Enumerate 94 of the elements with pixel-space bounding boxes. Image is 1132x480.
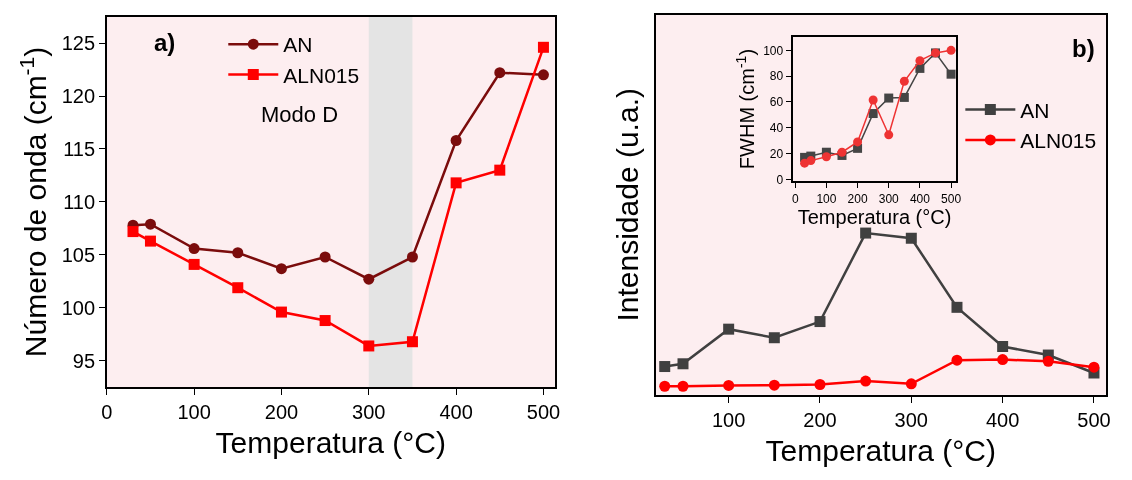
point: [997, 340, 1009, 352]
point: [677, 380, 689, 392]
point: [275, 306, 287, 318]
point: [860, 375, 872, 387]
legend-label: AN: [283, 33, 313, 57]
point: [659, 380, 671, 392]
y-tick-label: 110: [63, 190, 96, 213]
point: [806, 156, 816, 166]
legend-label: ALN015: [1020, 129, 1097, 153]
point: [905, 378, 917, 390]
text: b): [1072, 35, 1095, 62]
point: [494, 67, 506, 79]
x-tick-label: 300: [352, 401, 386, 424]
point: [997, 354, 1009, 366]
y-axis-title: Intensidade (u.a.): [611, 88, 645, 322]
y-tick-label: 95: [72, 349, 96, 372]
point: [677, 358, 689, 370]
point: [814, 378, 826, 390]
point: [915, 56, 925, 66]
x-tick-label: 300: [894, 408, 928, 431]
point: [188, 258, 200, 270]
legend-label: AN: [1020, 98, 1050, 122]
point: [868, 95, 878, 105]
point: [144, 218, 156, 230]
point: [537, 41, 549, 53]
point: [188, 243, 200, 255]
point: [884, 130, 894, 140]
point: [853, 137, 863, 147]
x-tick-label: 100: [816, 191, 837, 206]
y-tick-label: 80: [769, 69, 784, 84]
point: [868, 109, 878, 119]
y-tick-label: 20: [769, 146, 784, 161]
point: [144, 235, 156, 247]
point: [537, 69, 549, 81]
x-tick-label: 0: [791, 191, 799, 206]
point: [232, 247, 244, 259]
x-tick-label: 200: [264, 401, 299, 424]
point: [899, 76, 909, 86]
annotation: a): [154, 29, 176, 56]
x-tick-label: 0: [101, 401, 113, 424]
x-tick-label: 500: [941, 191, 962, 206]
x-tick-label: 300: [878, 191, 900, 206]
x-tick-label: 400: [439, 401, 473, 424]
x-tick-label: 100: [711, 408, 746, 431]
point: [450, 177, 462, 189]
y-tick-label: 0: [776, 172, 784, 187]
y-tick-label: 125: [61, 32, 96, 55]
y-tick-label: 40: [769, 120, 784, 135]
x-tick-label: 400: [985, 408, 1020, 431]
legend-label: ALN015: [283, 63, 360, 87]
x-tick-label: 500: [526, 401, 561, 424]
point: [232, 282, 244, 294]
x-tick-label: 200: [803, 408, 837, 431]
annotation: Modo D: [261, 102, 339, 127]
point: [951, 354, 963, 366]
x-axis-title: Temperatura (°C): [797, 205, 952, 228]
point: [275, 263, 287, 275]
point: [905, 232, 917, 244]
point: [723, 323, 735, 335]
point: [768, 379, 780, 391]
point: [127, 226, 139, 238]
point: [884, 93, 894, 103]
x-axis-title: Temperatura (°C): [765, 433, 996, 467]
x-tick-label: 100: [177, 401, 211, 424]
point: [951, 301, 963, 313]
point: [768, 332, 780, 344]
point: [899, 92, 909, 102]
point: [723, 379, 735, 391]
x-tick-label: 500: [1077, 408, 1111, 431]
y-tick-label: 100: [763, 43, 784, 58]
point: [319, 315, 331, 327]
y-tick-label: 115: [63, 137, 96, 160]
point: [363, 340, 375, 352]
point: [946, 69, 956, 79]
point: [1088, 361, 1100, 373]
point: [363, 273, 375, 285]
x-tick-label: 200: [847, 191, 868, 206]
point: [406, 251, 418, 263]
y-tick-label: 60: [769, 95, 784, 110]
point: [821, 152, 831, 162]
x-axis-title: Temperatura (°C): [215, 426, 446, 460]
point: [860, 227, 872, 239]
y-tick-label: 105: [61, 243, 96, 266]
point: [450, 135, 462, 146]
point: [946, 45, 956, 55]
point: [319, 251, 331, 263]
point: [659, 361, 671, 373]
x-tick-label: 400: [909, 191, 931, 206]
y-tick-label: 100: [61, 296, 96, 319]
y-tick-label: 120: [61, 85, 96, 108]
point: [406, 336, 418, 348]
point: [494, 164, 506, 176]
point: [814, 316, 826, 328]
point: [1042, 355, 1054, 367]
